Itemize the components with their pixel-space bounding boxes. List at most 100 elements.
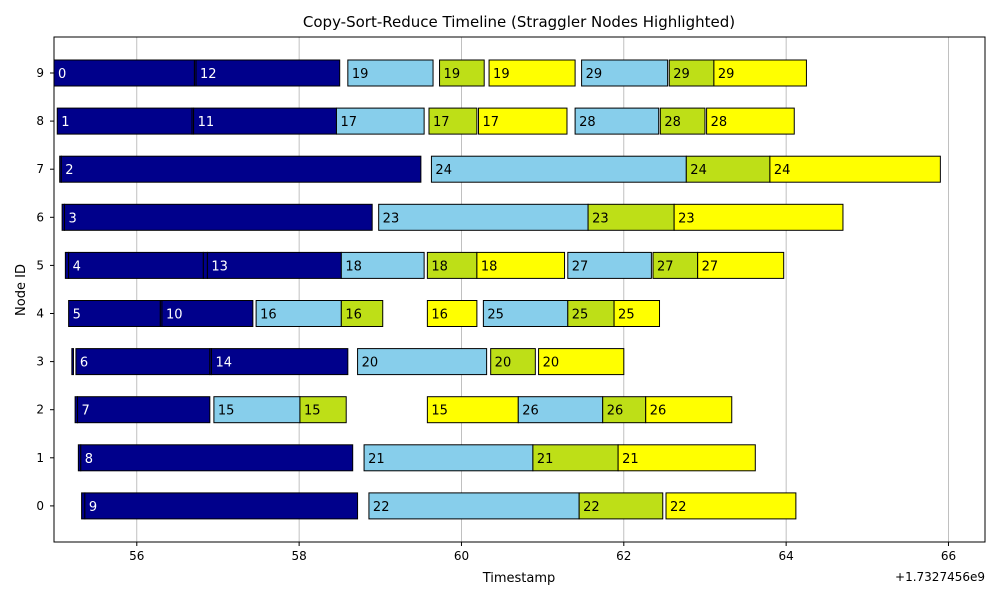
- task-bar-copy: [84, 492, 359, 520]
- task-bar-copy: [71, 348, 74, 376]
- plot-frame: [53, 36, 986, 543]
- task-bar-final: [538, 348, 625, 376]
- x-tick-label: 56: [129, 549, 144, 563]
- task-bar-sort: [335, 107, 425, 135]
- task-label: 10: [166, 308, 183, 323]
- task-label: 16: [260, 308, 277, 323]
- task-bar-reduce-phase: [490, 348, 536, 376]
- task-bar-sort: [378, 203, 589, 231]
- task-label: 12: [200, 67, 217, 82]
- task-bar-reduce-phase: [602, 396, 647, 424]
- task-bar-sort: [213, 396, 301, 424]
- task-bar-sort: [357, 348, 488, 376]
- y-tick-label: 9: [36, 66, 44, 80]
- task-label: 26: [607, 404, 624, 419]
- task-bar-final: [617, 444, 756, 472]
- task-bar-reduce-phase: [578, 492, 664, 520]
- x-tick-label: 64: [778, 549, 793, 563]
- task-label: 17: [433, 115, 450, 130]
- task-bar-copy: [56, 107, 193, 135]
- task-label: 22: [670, 500, 687, 515]
- task-bar-final: [697, 251, 785, 279]
- task-label: 1: [61, 115, 69, 130]
- task-bar-final: [478, 107, 568, 135]
- task-label: 20: [543, 356, 560, 371]
- task-bar-sort: [581, 59, 669, 87]
- task-label: 19: [444, 67, 461, 82]
- x-tick-label: 60: [454, 549, 469, 563]
- task-label: 24: [774, 163, 791, 178]
- task-label: 21: [368, 452, 385, 467]
- task-label: 24: [435, 163, 452, 178]
- task-bar-sort: [574, 107, 660, 135]
- x-tick-label: 62: [616, 549, 631, 563]
- task-label: 7: [82, 404, 90, 419]
- task-bar-sort: [517, 396, 604, 424]
- task-label: 16: [431, 308, 448, 323]
- task-label: 21: [537, 452, 554, 467]
- task-label: 23: [592, 211, 609, 226]
- task-bar-copy: [68, 251, 204, 279]
- task-bar-sort: [567, 251, 652, 279]
- task-label: 28: [664, 115, 681, 130]
- task-label: 23: [383, 211, 400, 226]
- task-bar-final: [665, 492, 797, 520]
- task-bar-reduce-phase: [532, 444, 619, 472]
- task-bar-final: [713, 59, 807, 87]
- task-bar-copy: [206, 251, 342, 279]
- task-label: 18: [481, 259, 498, 274]
- task-label: 5: [73, 308, 81, 323]
- task-bar-copy: [75, 348, 211, 376]
- task-bar-final: [645, 396, 733, 424]
- task-label: 15: [218, 404, 235, 419]
- task-bar-copy: [64, 203, 373, 231]
- task-label: 20: [362, 356, 379, 371]
- task-bar-copy: [80, 444, 354, 472]
- task-bar-copy: [202, 251, 208, 279]
- task-bar-copy: [53, 59, 195, 87]
- task-bar-final: [706, 107, 795, 135]
- task-bar-copy: [161, 300, 254, 327]
- task-label: 21: [622, 452, 639, 467]
- task-bar-final: [476, 251, 566, 279]
- task-label: 2: [65, 163, 73, 178]
- task-label: 13: [211, 259, 228, 274]
- task-bar-final: [769, 155, 941, 183]
- task-bar-copy: [210, 348, 349, 376]
- task-label: 9: [89, 500, 97, 515]
- task-bar-sort: [482, 300, 569, 327]
- task-bar-reduce-phase: [426, 251, 478, 279]
- task-label: 26: [650, 404, 667, 419]
- task-label: 22: [373, 500, 390, 515]
- task-label: 29: [718, 67, 735, 82]
- task-label: 17: [340, 115, 357, 130]
- task-label: 18: [431, 259, 448, 274]
- task-bar-sort: [363, 444, 534, 472]
- task-labels: 0 12 19 19 19 29 29 291 11 17 17 17 28 28 282 24 24 243 23…: [58, 67, 790, 515]
- task-bar-copy: [60, 155, 422, 183]
- task-label: 8: [85, 452, 93, 467]
- task-label: 27: [572, 259, 589, 274]
- y-tick-label-straggler: 6: [36, 210, 44, 224]
- task-label: 11: [198, 115, 215, 130]
- task-bar-copy: [193, 107, 337, 135]
- x-tick-label: 66: [941, 549, 956, 563]
- task-label: 24: [690, 163, 707, 178]
- task-label: 27: [657, 259, 674, 274]
- task-bar-reduce-phase: [299, 396, 347, 424]
- task-label: 18: [345, 259, 362, 274]
- task-label: 15: [431, 404, 448, 419]
- task-bar-copy: [68, 300, 161, 327]
- task-label: 19: [493, 67, 510, 82]
- task-bar-reduce-phase: [659, 107, 706, 135]
- task-bar-reduce-phase: [587, 203, 675, 231]
- y-tick-label-straggler: 7: [36, 162, 44, 176]
- y-tick-label-straggler: 1: [36, 451, 44, 465]
- y-tick-label: 4: [36, 307, 44, 321]
- task-bar-final: [613, 300, 661, 327]
- task-label: 28: [711, 115, 728, 130]
- task-bars: [53, 59, 941, 520]
- task-label: 26: [522, 404, 539, 419]
